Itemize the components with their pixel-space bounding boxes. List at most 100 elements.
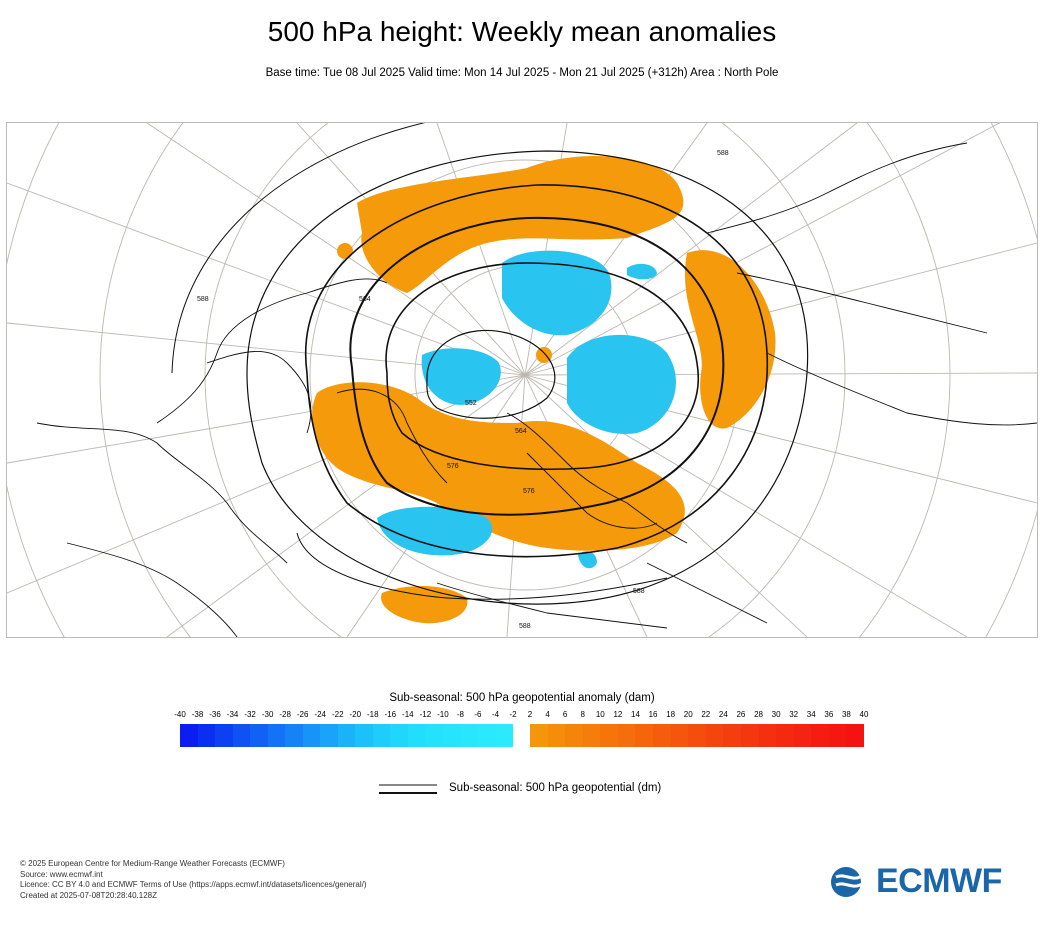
colorbar-positive-segment [793, 724, 812, 747]
chart-title: 500 hPa height: Weekly mean anomalies [267, 16, 777, 47]
contour-label: 564 [359, 296, 371, 303]
colorbar-tick-label: 20 [683, 710, 693, 719]
colorbar-positive-segment [600, 724, 618, 747]
contour-label: 588 [197, 296, 209, 303]
colorbar-tick-label: -16 [384, 710, 397, 719]
colorbar-tick-label: -8 [456, 710, 464, 719]
colorbar-positive-segment [582, 724, 601, 747]
colorbar-tick-label: -40 [174, 710, 186, 719]
colorbar-negative-segment [372, 724, 391, 747]
contour-legend-line [379, 784, 437, 794]
colorbar-negative-segment [197, 724, 216, 747]
footer-source: Source: www.ecmwf.int [20, 869, 103, 879]
colorbar-ticks: -40 -38 -36 -34 -32 -30 -28 -26 -24 -22 -20 -18 -16-… [0, 710, 1044, 722]
colorbar-negative-segment [407, 724, 426, 747]
colorbar-tick-label: -12 [419, 710, 432, 719]
colorbar-tick-label: -26 [296, 710, 309, 719]
footer-licence: Licence: CC BY 4.0 and ECMWF Terms of Us… [20, 880, 367, 889]
colorbar-positive-segment [758, 724, 777, 747]
colorbar-positive-segment [811, 724, 829, 747]
colorbar-tick-label: -28 [279, 710, 291, 719]
contour-label: 588 [519, 623, 531, 630]
footer-credits: © 2025 European Centre for Medium-Range … [20, 859, 367, 901]
chart-subtitle: Base time: Tue 08 Jul 2025 Valid time: M… [265, 67, 779, 79]
contour-label: 576 [523, 488, 535, 495]
colorbar-negative-segment [267, 724, 286, 747]
colorbar-tick-label: 32 [789, 710, 799, 719]
colorbar-tick-label: -24 [314, 710, 326, 719]
colorbar-tick-label: 30 [771, 710, 781, 719]
colorbar-negative-segment [285, 724, 303, 747]
colorbar-negative-segment [495, 724, 514, 747]
ecmwf-logo: ECMWF [830, 862, 1026, 902]
colorbar-tick-label: -4 [491, 710, 500, 719]
positive-anomaly-areas [312, 156, 776, 624]
contour-label: 552 [465, 400, 477, 407]
colorbar-negative [180, 724, 514, 747]
colorbar-negative-segment [478, 724, 496, 747]
colorbar-negative-segment [320, 724, 338, 747]
colorbar-positive-segment [653, 724, 671, 747]
colorbar-negative-segment [460, 724, 479, 747]
colorbar-tick-label: 26 [736, 710, 746, 719]
colorbar-positive-segment [846, 724, 864, 747]
height-contours [171, 123, 809, 605]
colorbar-tick-label: 28 [754, 710, 763, 719]
colorbar-tick-label: 24 [718, 710, 728, 719]
colorbar-tick-label: 34 [806, 710, 816, 719]
colorbar-tick-label: 8 [580, 710, 585, 719]
colorbar-negative-segment [180, 724, 198, 747]
colorbar-tick-label: -32 [244, 710, 256, 719]
colorbar-tick-label: -20 [349, 710, 362, 719]
contour-label: 564 [515, 428, 527, 435]
footer-copyright: © 2025 European Centre for Medium-Range … [20, 859, 285, 868]
colorbar-positive-segment [723, 724, 741, 747]
colorbar-tick-label: 6 [562, 710, 568, 719]
colorbar-tick-label: 22 [701, 710, 711, 719]
colorbar-positive-segment [740, 724, 759, 747]
colorbar-negative-segment [337, 724, 356, 747]
colorbar-negative-segment [355, 724, 373, 747]
colorbar-positive-segment [670, 724, 689, 747]
colorbar-tick-label: -34 [226, 710, 239, 719]
colorbar-tick-label: 16 [648, 710, 658, 719]
colorbar-tick-label: -14 [402, 710, 414, 719]
colorbar-tick-label: -22 [331, 710, 344, 719]
colorbar-tick-label: -10 [437, 710, 449, 719]
colorbar-positive-segment [688, 724, 706, 747]
contour-label: 588 [633, 588, 645, 595]
colorbar-tick-label: 12 [613, 710, 623, 719]
colorbar-tick-label: -6 [474, 710, 482, 719]
colorbar-tick-label: 2 [527, 710, 533, 719]
colorbar-tick-label: 10 [595, 710, 605, 719]
colorbar-tick-label: 36 [824, 710, 834, 719]
colorbar-tick-label: 14 [631, 710, 640, 719]
colorbar-negative-segment [442, 724, 461, 747]
colorbar-tick-label: -18 [367, 710, 379, 719]
colorbar-negative-segment [250, 724, 268, 747]
map-canvas: 552 564 564 576 576 588 588 588 588 [7, 123, 1037, 637]
colorbar-negative-segment [232, 724, 251, 747]
colorbar-tick-label: 4 [545, 710, 550, 719]
colorbar-tick-label: 18 [666, 710, 676, 719]
colorbar-positive-segment [565, 724, 583, 747]
negative-anomaly-areas [377, 250, 676, 569]
colorbar-negative-segment [302, 724, 321, 747]
colorbar-tick-label: -30 [261, 710, 274, 719]
colorbar-tick-label: 40 [859, 710, 869, 719]
colorbar-positive-segment [530, 724, 548, 747]
colorbar-negative-segment [215, 724, 233, 747]
colorbar-title: Sub-seasonal: 500 hPa geopotential anoma… [389, 692, 655, 704]
colorbar-positive-segment [776, 724, 794, 747]
polar-map: 552 564 564 576 576 588 588 588 588 [6, 122, 1038, 638]
contour-legend-label: Sub-seasonal: 500 hPa geopotential (dm) [449, 782, 662, 794]
ecmwf-logo-icon [831, 867, 873, 897]
colorbar-positive-segment [635, 724, 654, 747]
ecmwf-logo-text: ECMWF [876, 862, 1002, 900]
colorbar-positive-segment [828, 724, 847, 747]
colorbar-positive-segment [617, 724, 636, 747]
contour-label: 588 [717, 150, 729, 157]
footer-created: Created at 2025-07-08T20:28:40.128Z [20, 890, 157, 900]
colorbar-positive [530, 724, 864, 747]
colorbar-positive-segment [705, 724, 724, 747]
